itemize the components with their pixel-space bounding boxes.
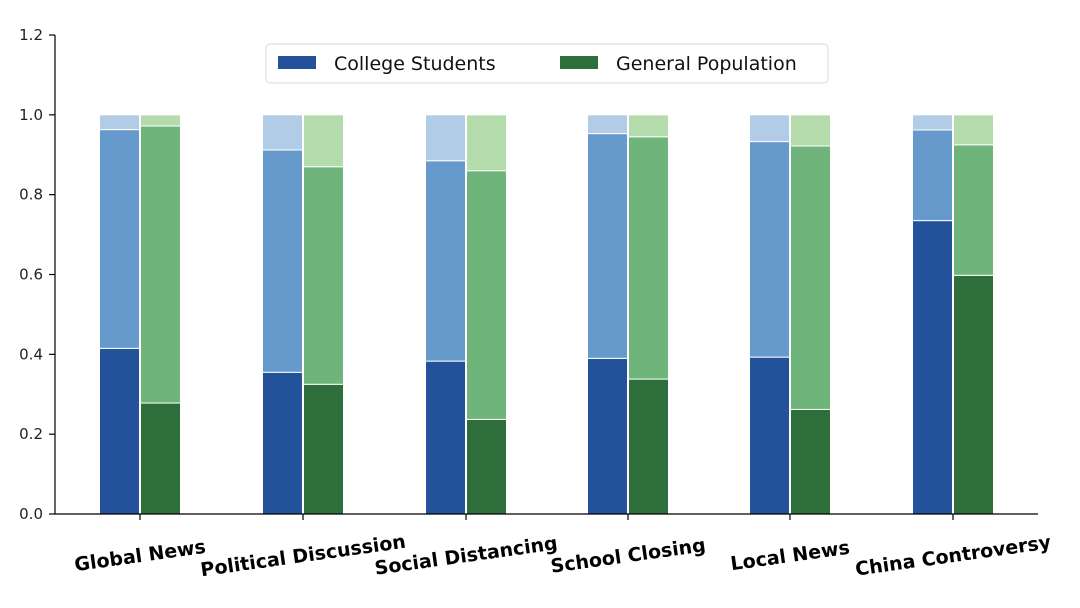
bar-general-population-local-news-seg2 — [790, 145, 831, 410]
x-category-label-school-closing: School Closing — [549, 534, 707, 578]
bar-general-population-political-discussion-seg1 — [303, 383, 344, 515]
bar-college-students-social-distancing-seg2 — [425, 160, 466, 362]
bar-general-population-global-news-seg3 — [140, 114, 181, 127]
bar-college-students-local-news-seg2 — [749, 141, 790, 358]
bar-general-population-political-discussion-seg3 — [303, 114, 344, 168]
bar-general-population-school-closing-seg3 — [628, 114, 669, 138]
bar-general-population-local-news-seg3 — [790, 114, 831, 147]
bar-college-students-school-closing-seg2 — [587, 133, 628, 359]
legend-label-college-students: College Students — [334, 53, 496, 75]
bar-general-population-school-closing-seg2 — [628, 136, 669, 380]
legend-box — [265, 43, 829, 84]
bar-general-population-global-news-seg1 — [140, 402, 181, 515]
y-tick-label: 1.0 — [19, 106, 43, 124]
bar-general-population-china-controversy-seg3 — [953, 114, 994, 146]
bar-college-students-local-news-seg1 — [749, 356, 790, 515]
bar-general-population-social-distancing-seg2 — [466, 170, 507, 420]
bar-general-population-china-controversy-seg2 — [953, 144, 994, 276]
y-tick-label: 0.6 — [19, 266, 43, 284]
bar-college-students-school-closing-seg3 — [587, 114, 628, 135]
bar-college-students-political-discussion-seg2 — [262, 149, 303, 373]
bar-general-population-political-discussion-seg2 — [303, 166, 344, 385]
bar-college-students-political-discussion-seg1 — [262, 371, 303, 515]
bar-college-students-china-controversy-seg1 — [912, 220, 953, 515]
bar-general-population-social-distancing-seg1 — [466, 418, 507, 515]
y-tick-label: 0.4 — [19, 345, 43, 363]
bar-general-population-china-controversy-seg1 — [953, 274, 994, 515]
bar-college-students-social-distancing-seg3 — [425, 114, 466, 162]
bar-college-students-school-closing-seg1 — [587, 357, 628, 515]
bar-general-population-school-closing-seg1 — [628, 378, 669, 515]
y-tick-label: 0.0 — [19, 505, 43, 523]
legend-swatch-general-population — [560, 56, 598, 69]
bar-college-students-global-news-seg1 — [99, 347, 140, 515]
bar-college-students-china-controversy-seg3 — [912, 114, 953, 131]
bar-college-students-global-news-seg2 — [99, 129, 140, 349]
bar-college-students-political-discussion-seg3 — [262, 114, 303, 151]
x-category-label-china-controversy: China Controversy — [854, 531, 1053, 580]
legend-label-general-population: General Population — [616, 53, 797, 75]
y-tick-label: 0.8 — [19, 186, 43, 204]
bar-general-population-global-news-seg2 — [140, 125, 181, 404]
x-category-label-global-news: Global News — [73, 536, 207, 576]
bar-college-students-china-controversy-seg2 — [912, 129, 953, 222]
bar-college-students-local-news-seg3 — [749, 114, 790, 143]
y-tick-label: 1.2 — [19, 26, 43, 44]
legend-swatch-college-students — [278, 56, 316, 69]
bar-college-students-global-news-seg3 — [99, 114, 140, 131]
y-tick-label: 0.2 — [19, 425, 43, 443]
x-category-label-local-news: Local News — [729, 537, 851, 575]
bar-general-population-local-news-seg1 — [790, 408, 831, 515]
bar-general-population-social-distancing-seg3 — [466, 114, 507, 172]
bar-college-students-social-distancing-seg1 — [425, 360, 466, 515]
legend: College Students General Population — [265, 43, 829, 84]
